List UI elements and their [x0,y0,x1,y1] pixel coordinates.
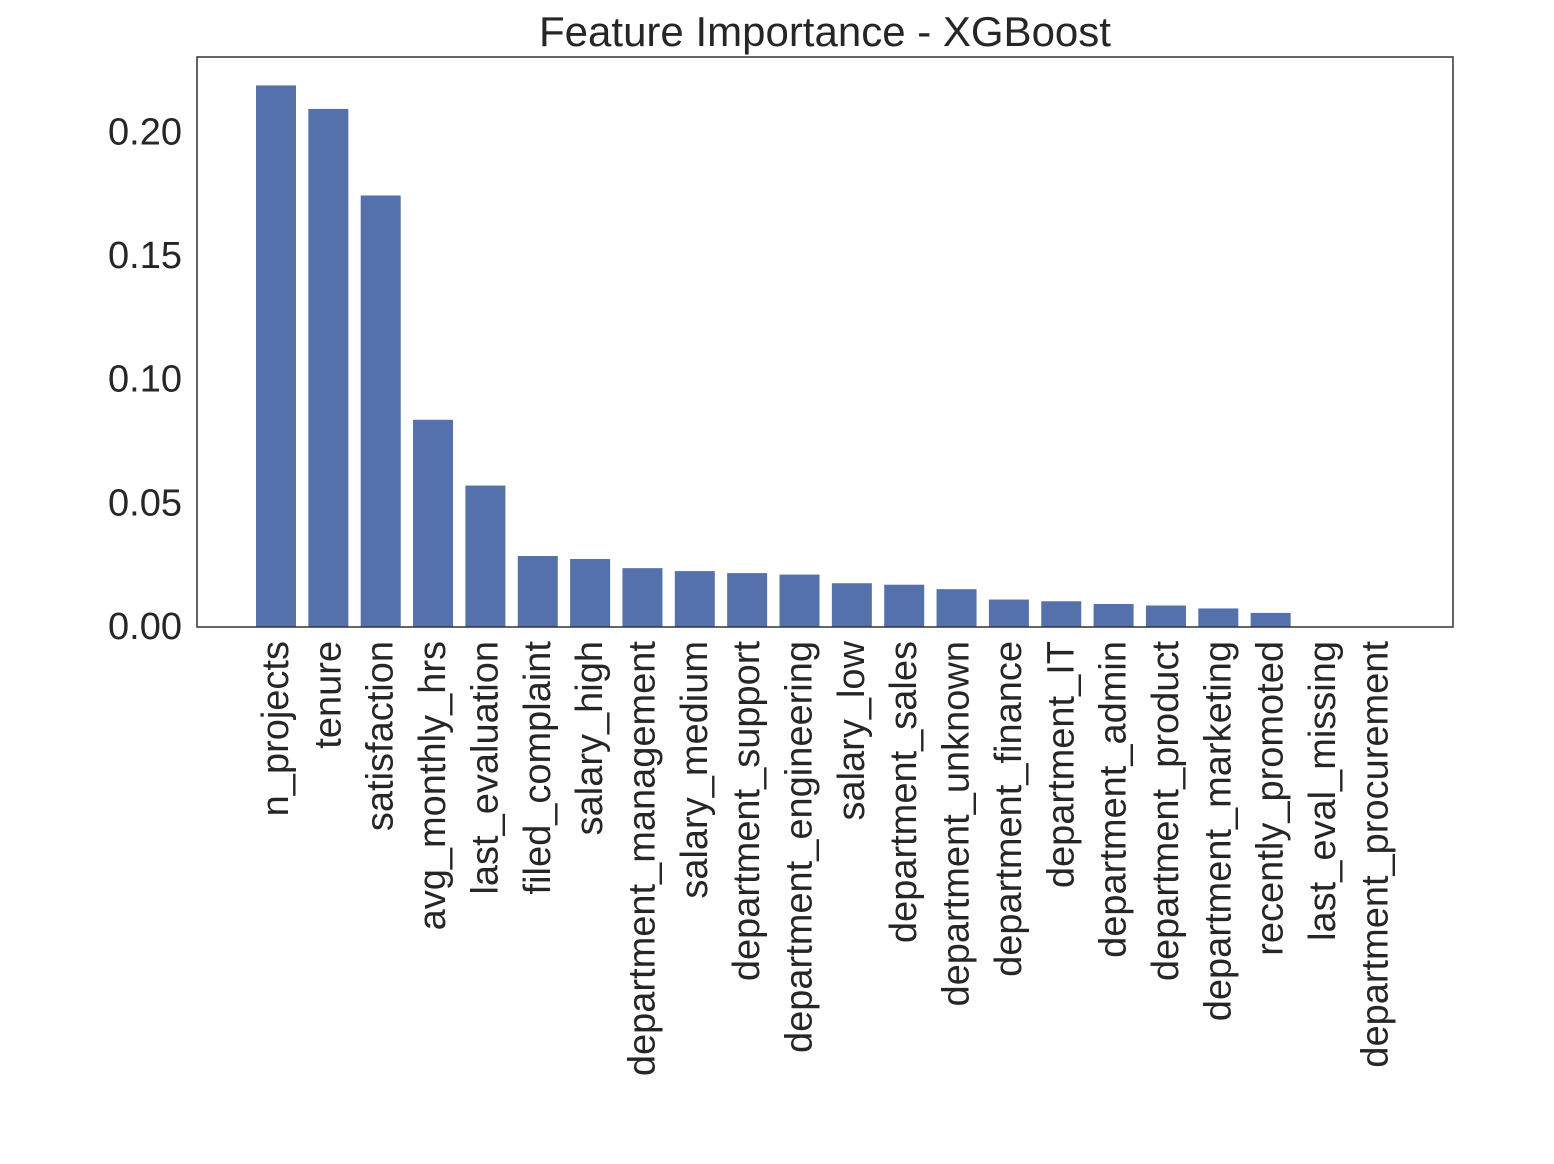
bar-n_projects [256,85,296,627]
plot-frame [196,56,1454,628]
y-tick-label: 0.10 [108,359,182,401]
x-tick-label: recently_promoted [1250,641,1292,956]
bars-layer [256,85,1291,628]
bar-salary_high [570,559,611,627]
bar-department_engineering [779,574,820,627]
x-tick-label: n_projects [255,641,297,816]
bar-salary_medium [674,571,715,627]
bar-salary_low [831,583,872,627]
x-tick-label: last_evaluation [464,641,506,895]
x-tick-label: department_marketing [1197,641,1239,1021]
x-tick-label: avg_monthly_hrs [412,641,454,930]
x-tick-label: department_procurement [1354,641,1396,1068]
bar-satisfaction [360,195,401,628]
x-tick-label: department_engineering [779,641,821,1053]
bar-last_evaluation [465,485,506,627]
bar-department_admin [1093,604,1134,627]
x-tick-label: filed_complaint [517,641,559,895]
bar-department_sales [884,584,925,627]
y-tick-label: 0.15 [108,235,182,277]
x-tick-label: last_eval_missing [1302,641,1344,941]
y-axis-ticks: 0.00 0.05 0.10 0.15 0.20 [108,111,182,648]
x-tick-label: tenure [307,641,349,749]
x-tick-label: department_sales [883,641,925,943]
bar-avg_monthly_hrs [413,419,454,627]
x-tick-label: department_finance [988,641,1030,977]
bar-department_finance [988,599,1029,627]
y-tick-label: 0.05 [108,482,182,524]
x-tick-label: department_management [621,641,663,1077]
bar-department_marketing [1198,608,1239,627]
x-tick-label: salary_high [569,641,611,835]
bar-department_IT [1041,601,1082,627]
chart-title: Feature Importance - XGBoost [539,8,1111,55]
bar-recently_promoted [1250,612,1291,627]
bar-filed_complaint [517,556,558,627]
y-tick-label: 0.00 [108,606,182,648]
bar-department_product [1145,605,1186,627]
x-tick-label: salary_medium [674,641,716,899]
bar-department_unknown [936,589,977,627]
x-tick-label: department_IT [1040,641,1082,888]
x-tick-label: salary_low [831,640,873,820]
y-tick-label: 0.20 [108,111,182,153]
x-tick-label: department_admin [1093,641,1135,958]
x-tick-label: department_product [1145,641,1187,982]
bar-department_management [622,568,663,627]
bar-tenure [308,108,349,628]
x-axis-labels: n_projects tenure satisfaction avg_monthly_… [255,640,1396,1076]
bar-department_support [727,573,768,627]
x-tick-label: department_unknown [936,641,978,1006]
x-tick-label: satisfaction [360,641,402,831]
x-tick-label: department_support [726,641,768,982]
